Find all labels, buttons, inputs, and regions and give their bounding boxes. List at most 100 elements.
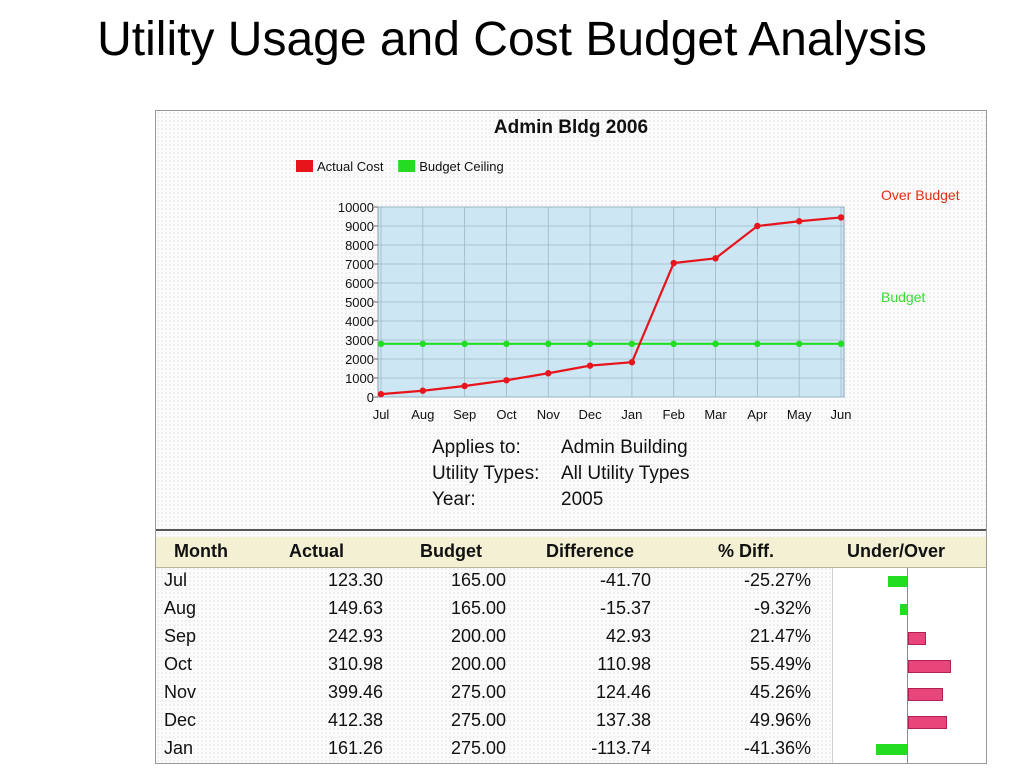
actual-cost-point — [754, 222, 761, 230]
table-divider — [156, 529, 986, 531]
col-month: Month — [174, 541, 228, 561]
y-tick-label: 9000 — [345, 219, 374, 234]
budget-ceiling-point — [377, 340, 385, 347]
y-tick-label: 5000 — [345, 295, 374, 310]
x-tick-label: May — [787, 407, 812, 422]
actual-cost-point — [586, 362, 594, 369]
slide-title: Utility Usage and Cost Budget Analysis — [97, 13, 927, 66]
table-row: Dec 412.38 275.00 137.38 49.96% — [156, 708, 986, 736]
y-tick-label: 10000 — [338, 200, 374, 215]
cell-actual: 123.30 — [327, 570, 383, 590]
info-label-utility-types: Utility Types: — [432, 463, 540, 484]
budget-ceiling-point — [545, 340, 552, 347]
cell-difference: 124.46 — [595, 682, 651, 702]
table-row: Oct 310.98 200.00 110.98 55.49% — [156, 652, 986, 680]
cell-actual: 412.38 — [327, 710, 383, 730]
cell-pct-diff: -41.36% — [743, 738, 811, 758]
budget-ceiling-point — [670, 340, 677, 347]
info-label-applies: Applies to: — [432, 437, 521, 458]
table-row: Jul 123.30 165.00 -41.70 -25.27% — [156, 568, 986, 596]
actual-cost-point — [545, 370, 552, 377]
y-tick-label: 8000 — [345, 238, 374, 253]
x-tick-label: Aug — [411, 407, 434, 422]
info-value-applies: Admin Building — [561, 437, 688, 458]
cell-difference: -15.37 — [599, 598, 651, 618]
budget-ceiling-point — [628, 340, 636, 347]
x-tick-label: Feb — [663, 407, 685, 422]
report-info: Applies to: Admin Building Utility Types… — [432, 437, 732, 517]
actual-cost-point — [377, 390, 385, 398]
table-row: Jan 161.26 275.00 -113.74 -41.36% — [156, 736, 986, 763]
col-pct-diff: % Diff. — [718, 541, 774, 561]
table-row: Aug 149.63 165.00 -15.37 -9.32% — [156, 596, 986, 624]
cell-month: Oct — [164, 654, 193, 674]
info-label-year: Year: — [432, 489, 476, 510]
budget-ceiling-point — [461, 340, 468, 347]
actual-cost-point — [795, 218, 803, 225]
cell-month: Dec — [164, 710, 197, 730]
over-budget-label: Over Budget — [881, 187, 960, 203]
cell-budget: 275.00 — [450, 682, 506, 702]
over-budget-bar — [908, 660, 952, 673]
cell-month: Sep — [164, 626, 197, 646]
cell-budget: 200.00 — [450, 654, 506, 674]
over-budget-bar — [908, 688, 944, 701]
over-budget-bar — [908, 632, 926, 645]
col-budget: Budget — [420, 541, 482, 561]
report-panel: Admin Bldg 2006 Actual Cost Budget Ceiling… — [155, 110, 987, 764]
actual-cost-point — [837, 214, 845, 221]
budget-label: Budget — [881, 289, 926, 305]
cell-actual: 242.93 — [327, 626, 383, 646]
budget-ceiling-point — [837, 340, 845, 347]
y-tick-label: 2000 — [345, 352, 374, 367]
cell-month: Jul — [164, 570, 188, 590]
cell-actual: 161.26 — [327, 738, 383, 758]
cell-budget: 275.00 — [450, 710, 506, 730]
col-difference: Difference — [546, 541, 635, 561]
budget-ceiling-point — [795, 340, 803, 347]
actual-cost-point — [503, 377, 510, 384]
cell-pct-diff: -9.32% — [753, 598, 811, 618]
table-row: Sep 242.93 200.00 42.93 21.47% — [156, 624, 986, 652]
budget-ceiling-point — [586, 340, 594, 347]
under-budget-bar — [876, 744, 907, 755]
under-over-axis — [907, 568, 908, 763]
actual-cost-point — [712, 255, 719, 262]
actual-cost-point — [670, 259, 677, 267]
x-tick-label: Apr — [747, 407, 768, 422]
legend-swatch — [296, 160, 313, 172]
budget-ceiling-point — [503, 340, 510, 347]
x-tick-label: Jan — [621, 407, 642, 422]
chart-title: Admin Bldg 2006 — [494, 117, 648, 138]
x-tick-label: Dec — [579, 407, 603, 422]
budget-ceiling-point — [419, 340, 427, 347]
cell-pct-diff: 49.96% — [749, 710, 811, 730]
budget-ceiling-point — [712, 340, 719, 347]
legend-label: Budget Ceiling — [419, 159, 504, 174]
x-tick-label: Jul — [373, 407, 390, 422]
y-tick-label: 0 — [367, 390, 374, 405]
info-value-year: 2005 — [561, 489, 604, 510]
under-budget-bar — [900, 604, 907, 615]
table-row: Nov 399.46 275.00 124.46 45.26% — [156, 680, 986, 708]
cell-pct-diff: 21.47% — [749, 626, 811, 646]
y-tick-label: 1000 — [345, 371, 374, 386]
line-chart: Admin Bldg 2006 Actual Cost Budget Ceiling… — [296, 117, 851, 422]
cell-budget: 200.00 — [450, 626, 506, 646]
cell-month: Jan — [164, 738, 194, 758]
legend-swatch — [398, 160, 416, 172]
cell-pct-diff: 45.26% — [749, 682, 811, 702]
info-value-utility-types: All Utility Types — [561, 463, 690, 484]
x-tick-label: Nov — [537, 407, 561, 422]
over-budget-bar — [908, 716, 947, 729]
under-budget-bar — [888, 576, 907, 587]
cell-month: Aug — [164, 598, 197, 618]
actual-cost-point — [461, 382, 468, 390]
col-actual: Actual — [289, 541, 345, 561]
cell-difference: 42.93 — [605, 626, 651, 646]
cell-budget: 275.00 — [450, 738, 506, 758]
actual-cost-point — [628, 359, 636, 366]
cell-pct-diff: -25.27% — [743, 570, 811, 590]
cell-difference: 137.38 — [595, 710, 651, 730]
x-tick-label: Oct — [496, 407, 517, 422]
